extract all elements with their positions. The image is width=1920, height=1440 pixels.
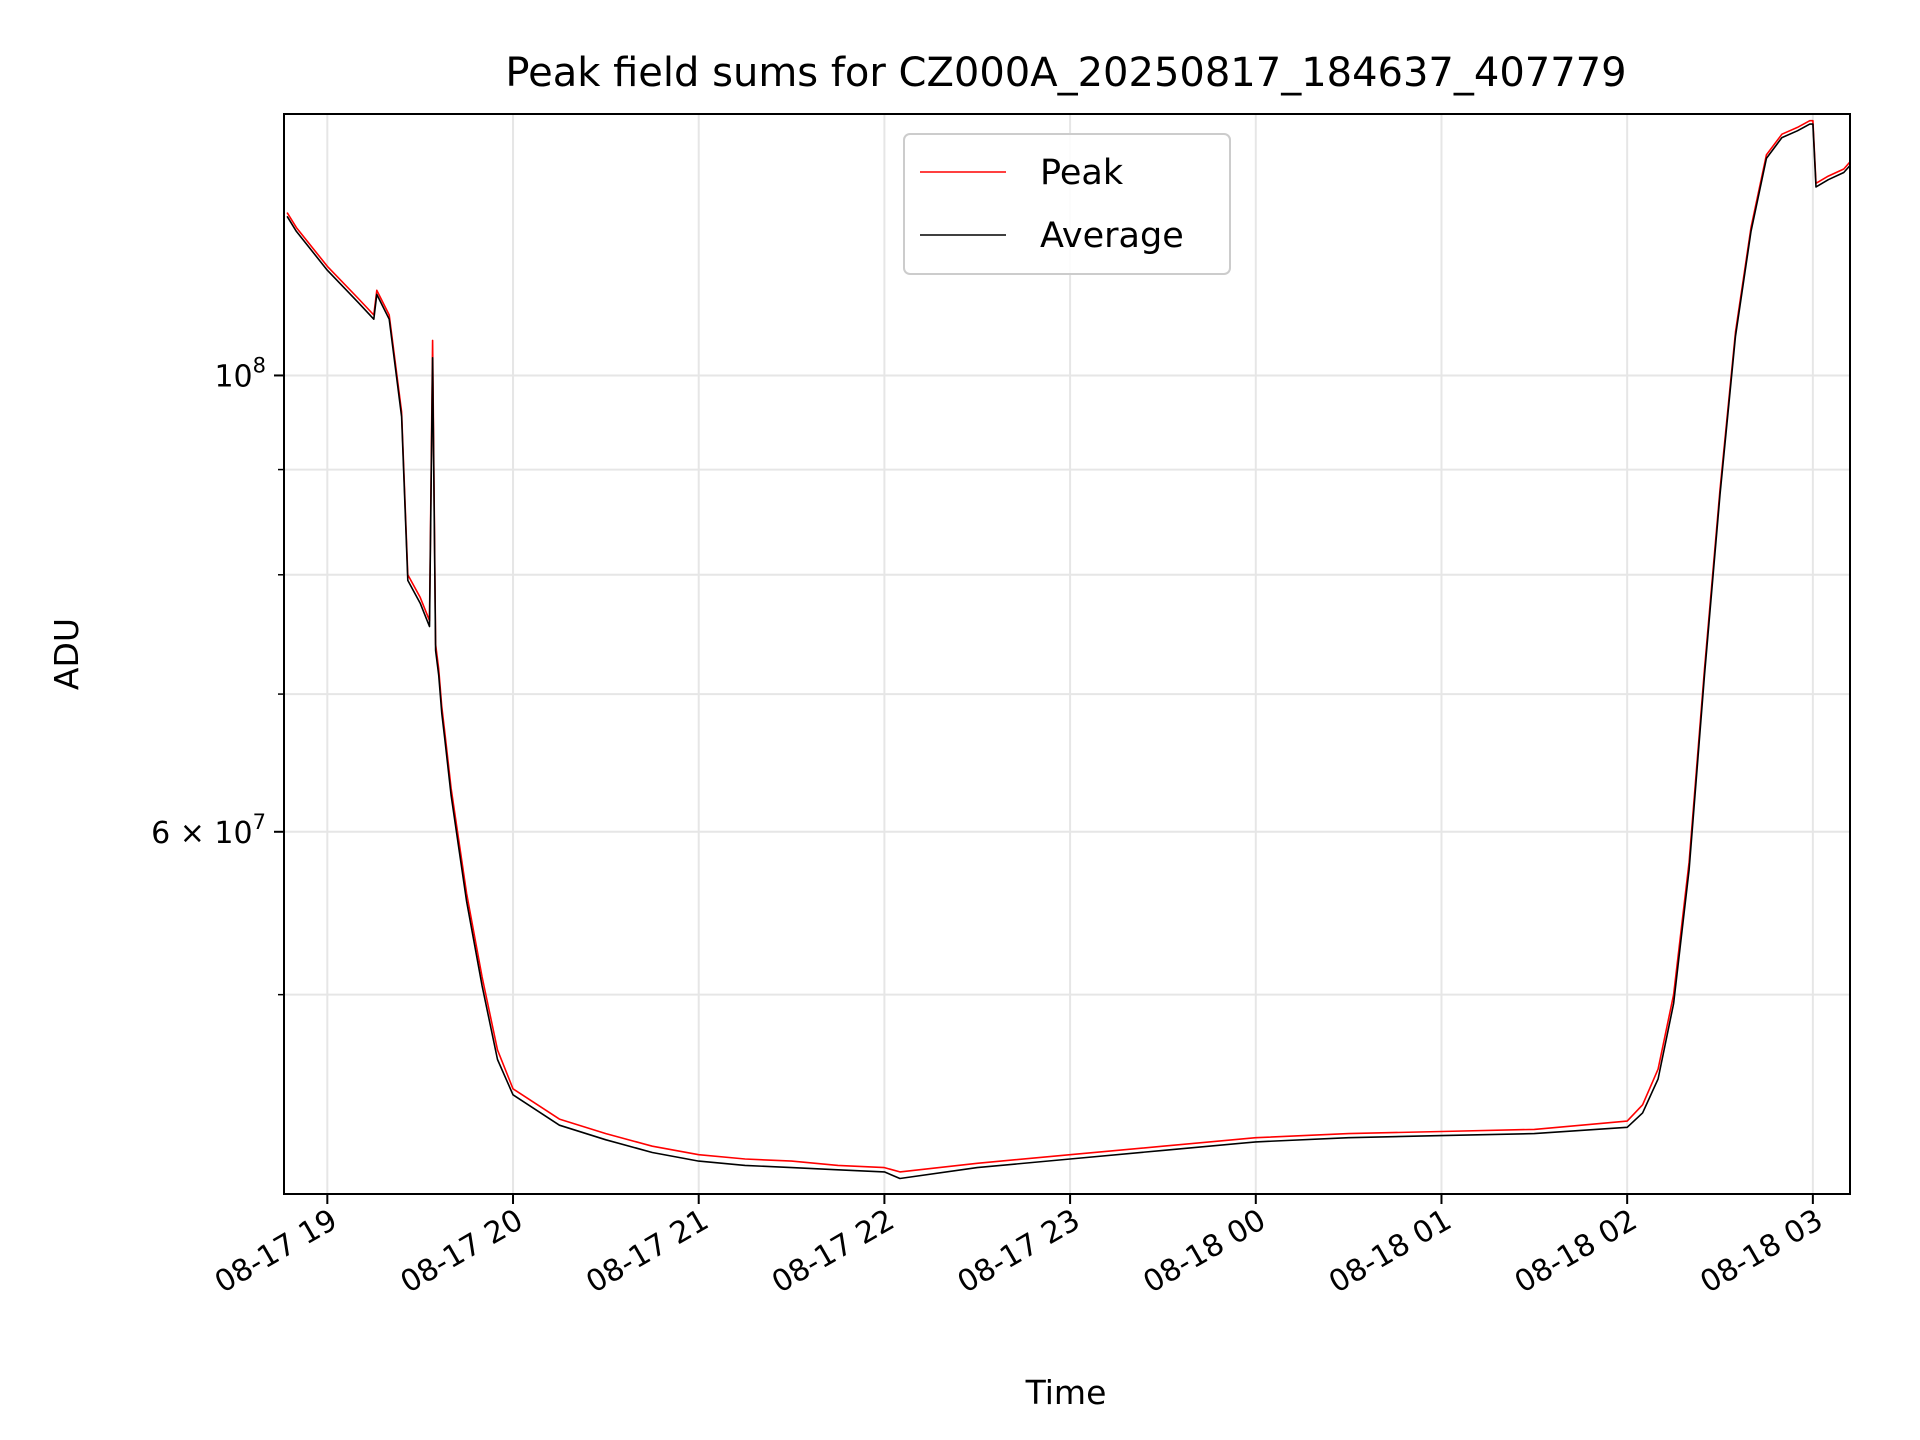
y-tick-label: 6 × 107	[151, 810, 266, 851]
y-tick-label: 108	[214, 353, 266, 394]
legend: Peak Average	[903, 133, 1231, 275]
legend-peak-label: Peak	[1040, 153, 1124, 193]
grid-lines	[284, 114, 1850, 1194]
plot-lines	[286, 119, 1851, 1180]
y-axis-label: ADU	[47, 618, 86, 690]
chart-title: Peak field sums for CZ000A_20250817_1846…	[505, 50, 1626, 96]
legend-box	[903, 133, 1231, 275]
series-line-average	[286, 123, 1851, 1180]
plot-frame	[283, 113, 1851, 1195]
x-axis-label: Time	[1025, 1373, 1107, 1412]
legend-average-label: Average	[1040, 216, 1184, 256]
